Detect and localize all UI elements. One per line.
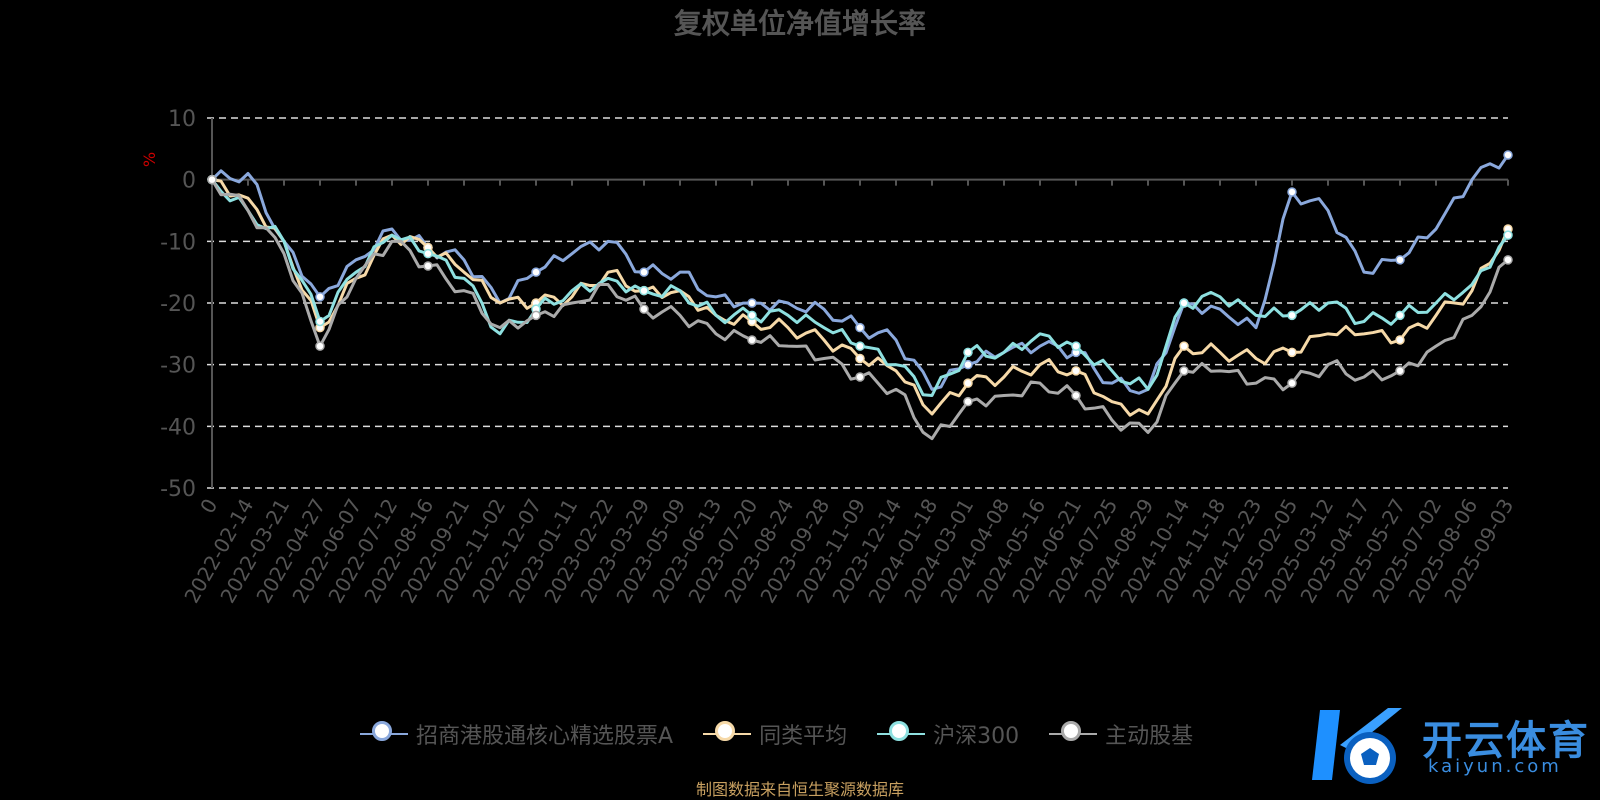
y-tick-label: -10 — [160, 230, 196, 255]
series-point-3 — [531, 310, 541, 321]
series-point-3 — [747, 335, 757, 345]
series-point-3 — [1503, 255, 1513, 265]
series-point-0 — [1287, 187, 1297, 197]
series-point-2 — [1503, 230, 1513, 240]
series-point-1 — [1071, 366, 1081, 376]
series-point-0 — [1395, 255, 1405, 265]
logo-text-en: kaiyun.com — [1428, 756, 1562, 777]
series-point-1 — [1179, 341, 1189, 351]
legend-item-1[interactable]: 同类平均 — [703, 718, 847, 750]
series-point-2 — [423, 248, 433, 259]
y-tick-label: -40 — [160, 415, 196, 440]
soccer-ball-logo-icon — [1312, 708, 1402, 784]
legend: 招商港股通核心精选股票A 同类平均 沪深300 主动股基 — [360, 718, 1193, 750]
series-point-1 — [855, 353, 865, 364]
series-point-2 — [855, 341, 865, 351]
series-point-3 — [963, 396, 973, 407]
legend-item-3[interactable]: 主动股基 — [1049, 718, 1193, 750]
legend-item-0[interactable]: 招商港股通核心精选股票A — [360, 718, 673, 750]
legend-marker-icon — [703, 721, 752, 744]
line-chart: 100-10-20-30-40-5002022-02-142022-03-212… — [160, 107, 1518, 607]
series-point-3 — [1395, 366, 1405, 376]
series-point-3 — [315, 341, 325, 351]
series-point-3 — [1287, 378, 1297, 388]
series-point-0 — [855, 322, 865, 333]
y-tick-label: -20 — [160, 292, 196, 317]
series-point-0 — [639, 267, 649, 277]
series-point-2 — [639, 285, 649, 296]
series-point-1 — [1287, 347, 1297, 358]
y-tick-label: -30 — [160, 354, 196, 379]
series-point-3 — [639, 304, 649, 314]
legend-marker-icon — [1049, 721, 1098, 744]
series-point-3 — [423, 261, 433, 271]
brand-logo: 开云体育 kaiyun.com — [1310, 700, 1600, 790]
source-note: 制图数据来自恒生聚源数据库 — [695, 780, 904, 799]
series-line-3 — [210, 178, 1509, 441]
series-point-2 — [1071, 341, 1081, 351]
series-point-2 — [1179, 298, 1189, 308]
legend-label: 沪深300 — [933, 724, 1020, 749]
series-point-2 — [1287, 310, 1297, 321]
series-point-2 — [1395, 310, 1405, 321]
x-tick-label: 0 — [195, 495, 222, 518]
series-point-0 — [963, 359, 973, 370]
legend-label: 招商港股通核心精选股票A — [416, 724, 674, 749]
series-point-2 — [315, 316, 325, 327]
y-tick-label: 10 — [168, 107, 196, 132]
series-point-0 — [315, 292, 325, 302]
legend-label: 主动股基 — [1105, 724, 1194, 749]
legend-label: 同类平均 — [759, 724, 848, 749]
legend-marker-icon — [877, 721, 926, 744]
series-point-3 — [855, 372, 865, 382]
chart-title: 复权单位净值增长率 — [673, 7, 926, 40]
series-point-1 — [1395, 335, 1405, 345]
y-tick-label: 0 — [182, 169, 196, 194]
y-tick-label: -50 — [160, 477, 196, 502]
legend-marker-icon — [360, 721, 408, 744]
series-point-3 — [207, 174, 217, 185]
series-point-1 — [963, 378, 973, 388]
series-point-2 — [963, 347, 973, 358]
series-point-3 — [1071, 390, 1081, 401]
series-point-0 — [531, 267, 541, 277]
series-point-2 — [747, 310, 757, 321]
logo-text-cn: 开云体育 — [1422, 718, 1590, 764]
series-point-0 — [1503, 150, 1513, 160]
legend-item-2[interactable]: 沪深300 — [877, 718, 1019, 750]
series-point-3 — [1179, 366, 1189, 376]
series-point-0 — [747, 298, 757, 308]
